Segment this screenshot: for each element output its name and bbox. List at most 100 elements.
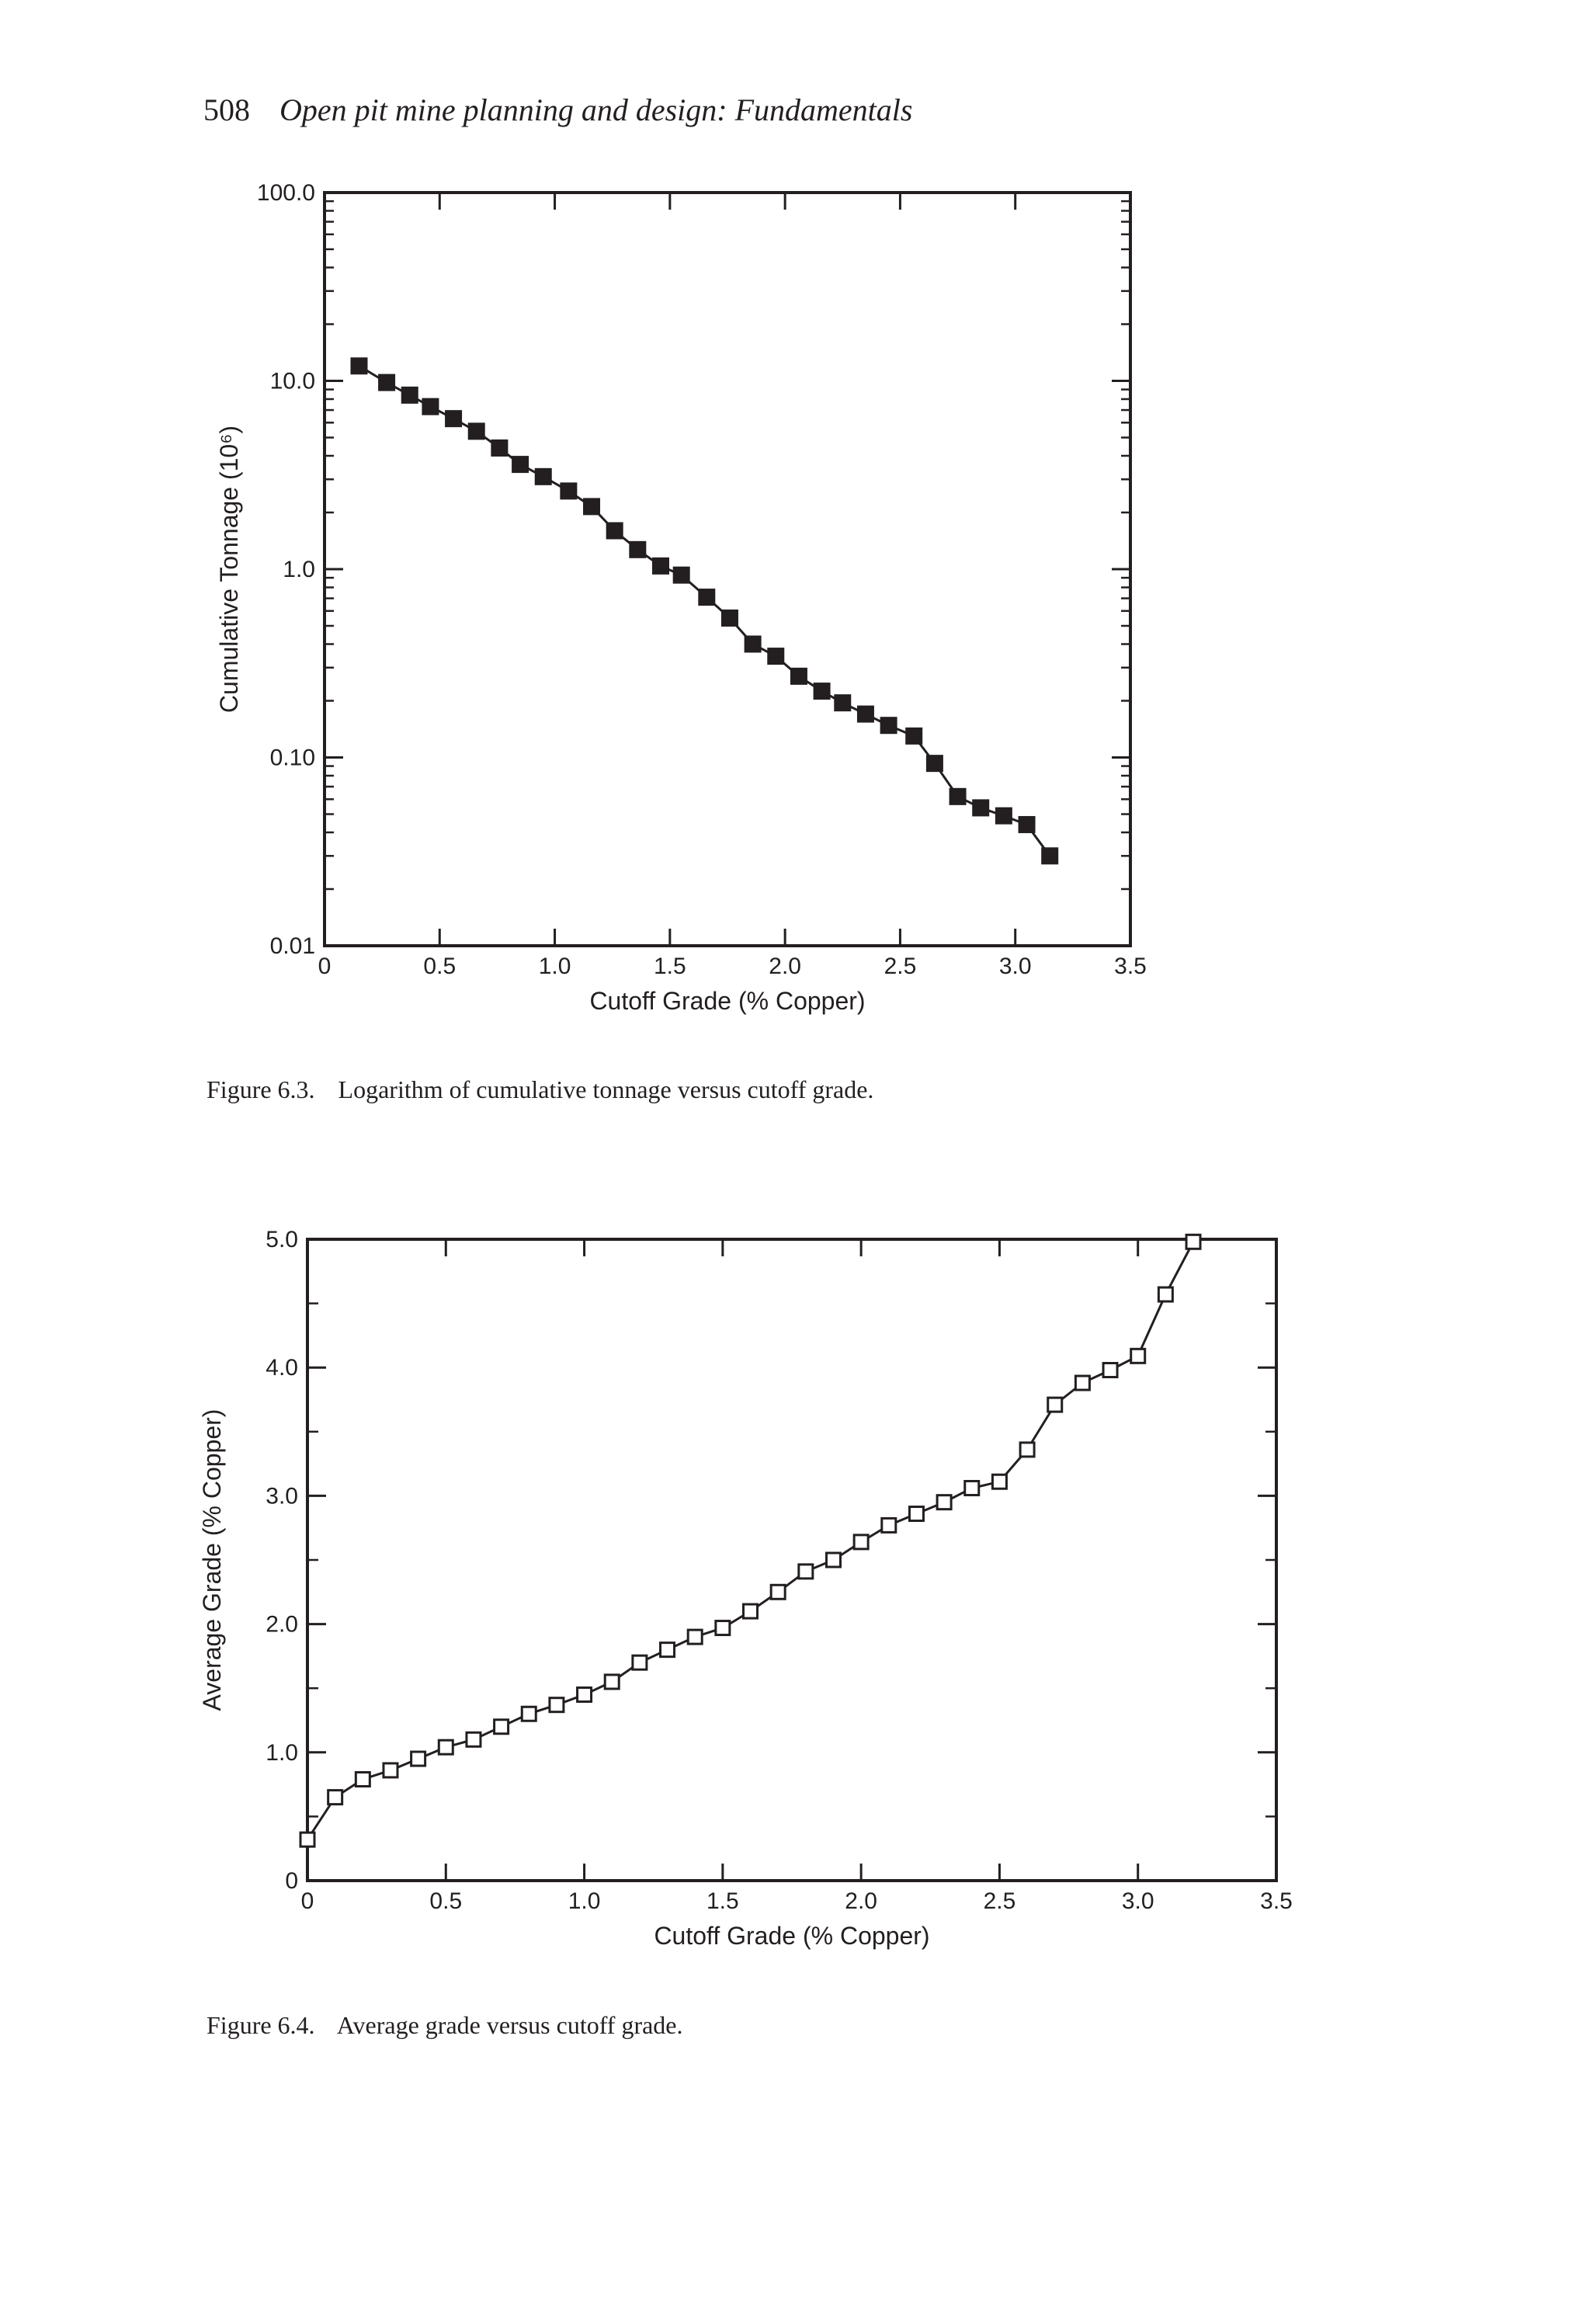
data-point (493, 1718, 510, 1735)
data-point (936, 1494, 953, 1511)
plot-frame (306, 1238, 1278, 1882)
x-tick-label: 3.5 (1114, 954, 1147, 979)
x-tick-label: 2.5 (884, 954, 917, 979)
data-point (659, 1641, 676, 1659)
x-tick-label: 2.5 (984, 1888, 1016, 1914)
figure-caption-text: Logarithm of cumulative tonnage versus c… (338, 1075, 874, 1103)
data-point (631, 1654, 648, 1671)
data-point (995, 807, 1012, 825)
data-point (856, 705, 874, 723)
series-line (358, 365, 1051, 857)
figure-6-3-caption: Figure 6.3. Logarithm of cumulative tonn… (207, 1075, 873, 1104)
data-point (925, 755, 943, 773)
data-point (714, 1620, 731, 1637)
y-tick-label: 5.0 (266, 1227, 298, 1252)
data-point (963, 1479, 981, 1496)
y-axis-title: Cumulative Tonnage (10⁶) (215, 426, 243, 713)
data-point (720, 609, 738, 627)
data-point (825, 1551, 842, 1568)
y-tick-label: 4.0 (266, 1355, 298, 1381)
y-tick-label: 2.0 (266, 1612, 298, 1638)
y-axis-title: Average Grade (% Copper) (198, 1409, 226, 1711)
data-point (583, 498, 601, 516)
data-point (548, 1697, 565, 1714)
data-point (852, 1534, 870, 1551)
data-point (465, 1731, 482, 1748)
data-point (813, 683, 831, 700)
y-tick-label: 1.0 (266, 1740, 298, 1766)
x-tick-label: 1.0 (568, 1888, 601, 1914)
data-point (672, 566, 690, 584)
data-point (651, 557, 669, 575)
data-point (354, 1770, 371, 1787)
data-point (1019, 1441, 1036, 1458)
plot-frame (323, 191, 1132, 947)
figure-caption-text: Average grade versus cutoff grade. (336, 2011, 683, 2039)
data-point (606, 522, 623, 540)
data-point (1130, 1347, 1147, 1364)
x-tick-label: 3.5 (1260, 1888, 1293, 1914)
data-point (790, 667, 807, 685)
data-point (437, 1739, 454, 1756)
data-point (1102, 1362, 1119, 1379)
data-point (880, 1516, 897, 1534)
x-tick-label: 1.5 (654, 954, 686, 979)
data-point (410, 1750, 427, 1767)
data-point (401, 386, 418, 404)
data-point (603, 1673, 620, 1690)
data-point (742, 1603, 759, 1620)
y-tick-label: 0 (285, 1868, 298, 1894)
data-point (445, 410, 463, 428)
x-tick-label: 2.0 (845, 1888, 877, 1914)
x-tick-label: 0 (318, 954, 332, 979)
data-point (467, 422, 485, 440)
x-tick-label: 3.0 (1122, 1888, 1154, 1914)
y-tick-label: 0.01 (270, 933, 315, 959)
x-tick-label: 1.0 (539, 954, 571, 979)
x-axis-title: Cutoff Grade (% Copper) (654, 1922, 929, 1950)
y-tick-label: 10.0 (270, 369, 315, 394)
figure-6-4-caption: Figure 6.4. Average grade versus cutoff … (207, 2011, 683, 2040)
data-point (1047, 1396, 1064, 1413)
x-tick-label: 1.5 (706, 1888, 739, 1914)
data-point (949, 787, 967, 805)
x-tick-label: 0 (301, 1888, 314, 1914)
data-point (512, 456, 529, 474)
data-point (422, 398, 439, 415)
data-point (991, 1473, 1008, 1490)
data-point (350, 357, 368, 375)
data-point (534, 467, 552, 485)
x-tick-label: 0.5 (423, 954, 456, 979)
data-point (1074, 1374, 1091, 1391)
data-point (686, 1628, 703, 1645)
data-point (880, 717, 897, 735)
figure-label: Figure 6.4. (207, 2011, 315, 2039)
x-tick-label: 3.0 (999, 954, 1032, 979)
average-grade-chart: 0 0.5 1.0 1.5 2.0 2.5 3.0 3.5 0 1.0 2.0 3.0 4.0 5.0 Cu… (198, 1227, 1293, 1950)
page-header: 508 Open pit mine planning and design: F… (203, 92, 912, 128)
data-point (1018, 815, 1036, 833)
data-point (629, 540, 647, 558)
data-point (1041, 847, 1059, 865)
data-point (908, 1506, 925, 1523)
data-point (905, 727, 923, 745)
data-point (1157, 1286, 1174, 1303)
x-tick-label: 0.5 (429, 1888, 462, 1914)
data-point (698, 589, 716, 606)
page-number: 508 (203, 92, 250, 127)
data-point (520, 1705, 537, 1722)
x-axis-title: Cutoff Grade (% Copper) (589, 987, 865, 1015)
data-point (767, 648, 785, 665)
data-point (491, 439, 509, 457)
running-title: Open pit mine planning and design: Funda… (279, 92, 913, 127)
y-tick-label: 1.0 (283, 557, 315, 582)
y-tick-label: 100.0 (257, 180, 315, 206)
data-point (378, 373, 396, 391)
data-point (834, 694, 852, 712)
data-point (382, 1762, 399, 1779)
data-point (769, 1583, 786, 1600)
data-point (327, 1789, 344, 1806)
data-point (1185, 1233, 1202, 1250)
data-point (972, 799, 990, 817)
tonnage-chart: 0 0.5 1.0 1.5 2.0 2.5 3.0 3.5 0.01 0.10 1.0 10.0 100… (215, 180, 1147, 1015)
